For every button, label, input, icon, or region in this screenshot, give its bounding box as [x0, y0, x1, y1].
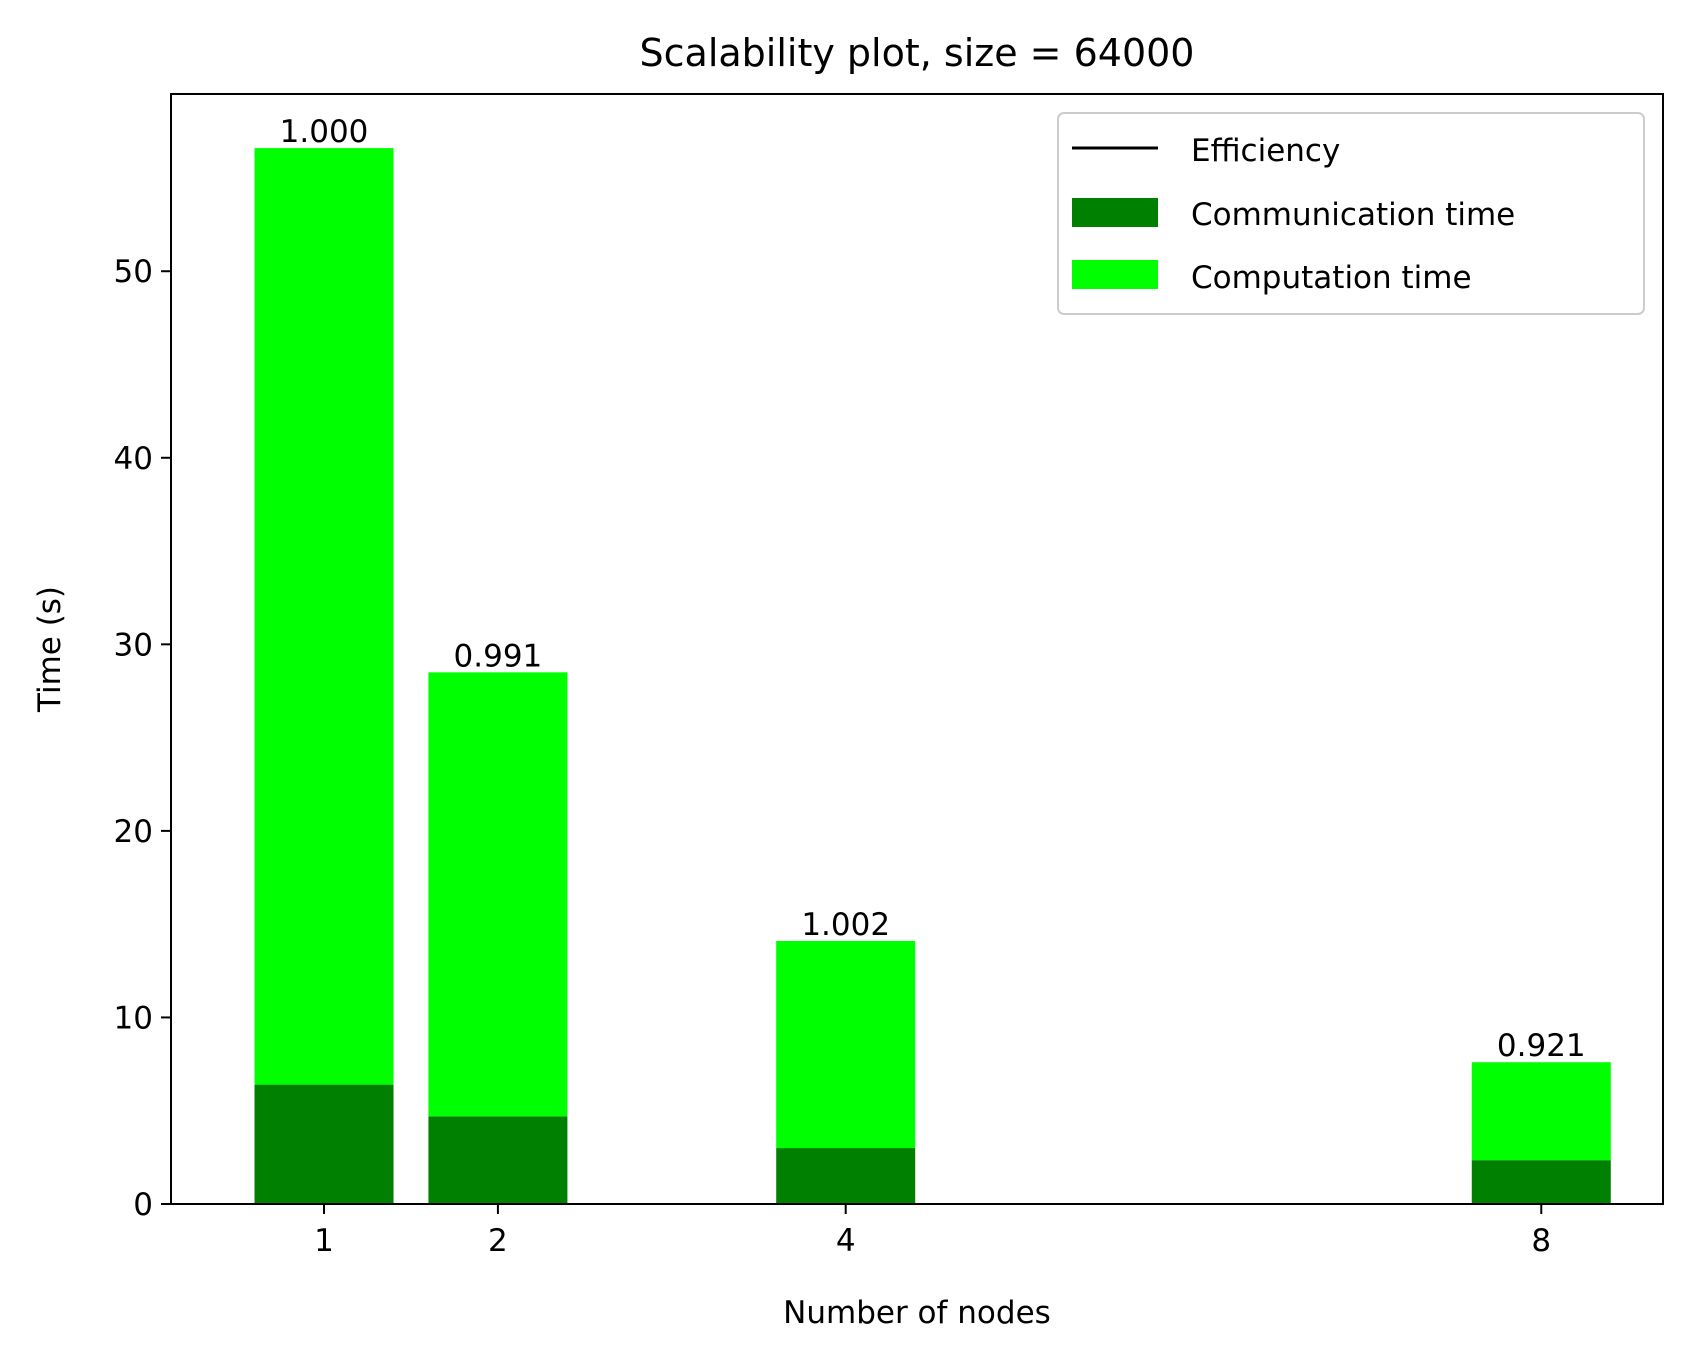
y-tick-label: 0 — [133, 1187, 153, 1223]
legend-efficiency-label: Efficiency — [1191, 133, 1340, 169]
efficiency-label-2: 0.991 — [454, 638, 543, 674]
bar-computation-8 — [1471, 1062, 1611, 1161]
y-axis: 0 10 20 30 40 50 — [114, 254, 171, 1223]
legend: Efficiency Communication time Computatio… — [1057, 112, 1645, 315]
legend-computation-label: Computation time — [1191, 260, 1472, 296]
bar-communication-8 — [1471, 1160, 1611, 1204]
chart-title: Scalability plot, size = 64000 — [640, 31, 1195, 75]
y-axis-label: Time (s) — [32, 586, 68, 713]
bar-computation-4 — [776, 940, 916, 1149]
plot-area-frame — [170, 93, 1664, 1205]
bar-communication-4 — [776, 1148, 916, 1204]
bar-computation-2 — [428, 672, 568, 1117]
x-axis: 1 2 4 8 — [314, 1204, 1551, 1259]
bar-communication-2 — [428, 1116, 568, 1204]
y-tick-label: 10 — [114, 1000, 153, 1036]
legend-communication-label: Communication time — [1191, 197, 1515, 233]
y-tick-label: 50 — [114, 254, 153, 290]
legend-communication-swatch — [1072, 198, 1158, 227]
y-tick-label: 40 — [114, 441, 153, 477]
bar-labels-layer: 1.000 0.991 1.002 0.921 — [280, 114, 1586, 1064]
legend-frame — [1057, 112, 1645, 315]
y-tick-label: 20 — [114, 814, 153, 850]
x-tick-label: 4 — [836, 1223, 856, 1259]
efficiency-label-4: 1.002 — [801, 907, 890, 943]
bars-layer — [254, 148, 1611, 1204]
efficiency-label-1: 1.000 — [280, 114, 369, 150]
x-tick-label: 1 — [314, 1223, 334, 1259]
legend-computation-swatch — [1072, 260, 1158, 289]
bar-computation-1 — [254, 148, 394, 1085]
x-tick-label: 2 — [488, 1223, 508, 1259]
y-tick-label: 30 — [114, 627, 153, 663]
x-axis-label: Number of nodes — [783, 1295, 1051, 1331]
efficiency-label-8: 0.921 — [1497, 1028, 1586, 1064]
bar-communication-1 — [254, 1084, 394, 1204]
x-tick-label: 8 — [1531, 1223, 1551, 1259]
